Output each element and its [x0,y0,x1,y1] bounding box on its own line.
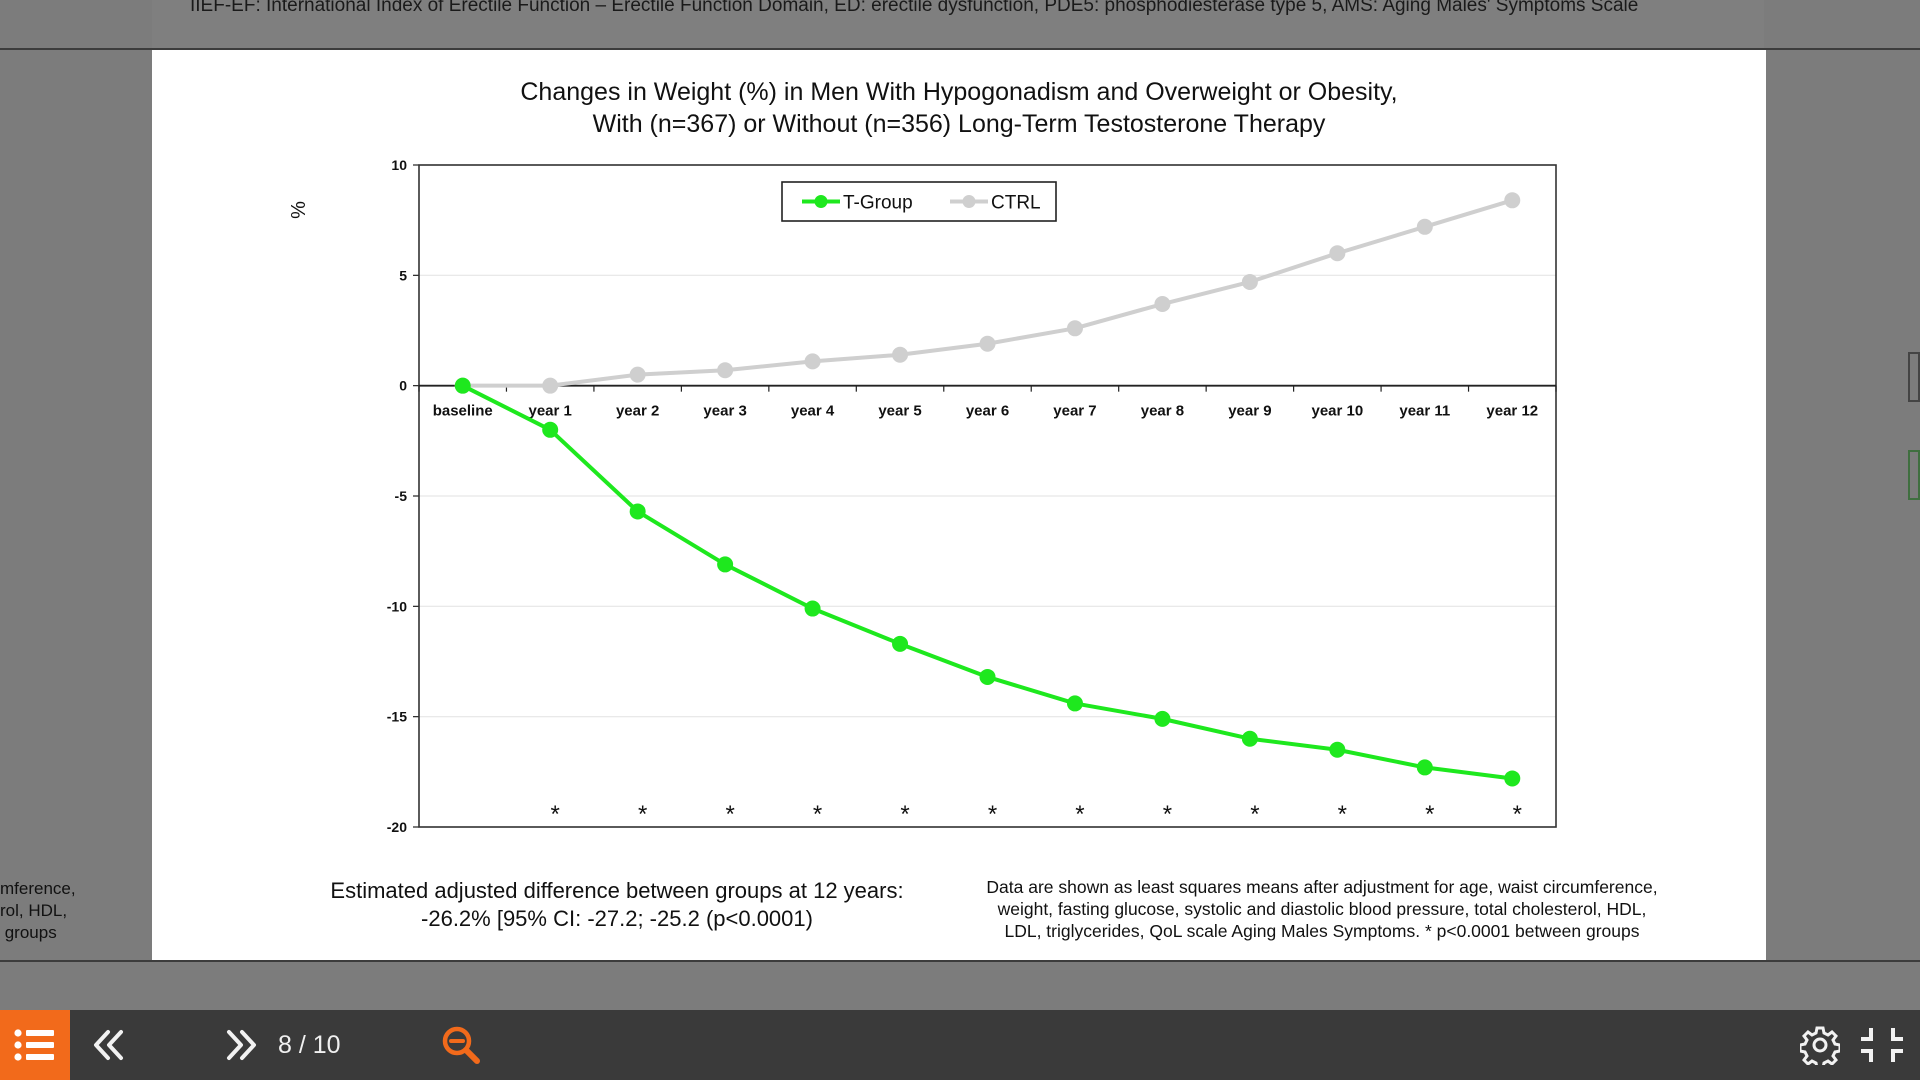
x-tick-label: year 7 [1053,403,1096,420]
data-point [1504,770,1521,787]
gear-icon [1800,1026,1840,1065]
plot-frame [418,164,1557,828]
x-tick-label: year 6 [966,403,1009,420]
significance-marker: * [725,801,734,828]
data-point [979,335,996,352]
data-point [1416,218,1433,235]
slide-canvas: Changes in Weight (%) in Men With Hypogo… [152,50,1766,960]
data-point [804,600,821,617]
significance-marker: * [988,801,997,828]
significance-marker: * [1425,801,1434,828]
series-line-t-group [461,383,1513,781]
adjusted-difference-note: Estimated adjusted difference between gr… [292,877,942,933]
significance-marker: * [1513,801,1522,828]
data-point [1154,710,1171,727]
data-point [892,346,909,363]
data-point [717,362,734,379]
y-tick-label: 5 [399,267,407,283]
series-line-ctrl [462,198,1513,388]
settings-button[interactable] [1796,1010,1844,1080]
x-tick-label: year 5 [878,403,921,420]
x-tick-label: baseline [433,403,493,420]
exit-fullscreen-button[interactable] [1858,1010,1906,1080]
significance-marker: * [1250,801,1259,828]
menu-list-icon [14,1029,54,1061]
y-tick-label: -5 [395,488,408,504]
data-point [1066,320,1083,337]
legend-label: T-Group [843,193,913,214]
data-point [1329,245,1346,262]
zoom-out-icon [442,1026,480,1064]
y-axis-label: % [288,201,310,219]
viewer-toolbar: 8 / 10 [0,1010,1920,1080]
legend-swatch-marker [962,195,976,208]
data-point [1241,273,1258,290]
x-tick-label: year 2 [616,403,659,420]
data-point [804,353,821,370]
data-point [1416,759,1433,776]
x-tick-label: year 10 [1311,403,1363,420]
zoom-out-button[interactable] [436,1010,486,1080]
significance-marker: * [638,801,647,828]
data-point [892,635,909,652]
x-tick-label: year 11 [1399,403,1450,420]
viewer-stage: IIEF-EF: International Index of Erectile… [0,0,1920,962]
y-tick-label: 0 [399,378,407,394]
significance-marker: * [1338,801,1347,828]
y-tick-label: -15 [387,709,407,725]
page-indicator: 8 / 10 [278,1031,341,1059]
double-chevron-left-icon [94,1030,123,1060]
x-tick-label: year 3 [703,403,746,420]
data-point [542,377,559,394]
significance-marker: * [900,801,909,828]
x-tick-label: year 8 [1141,403,1184,420]
data-point [1504,192,1521,209]
x-tick-label: year 1 [529,403,572,420]
table-of-contents-button[interactable] [0,1010,70,1080]
next-page-button[interactable] [218,1010,264,1080]
y-tick-label: -10 [387,598,407,614]
legend-swatch-marker [814,195,828,208]
data-point [454,377,471,394]
data-point [1329,741,1346,758]
methods-footnote-line-1: Data are shown as least squares means af… [986,877,1658,897]
significance-marker: * [813,801,822,828]
y-tick-label: -20 [387,819,407,835]
data-point [717,556,734,573]
weight-change-line-chart: 10 5 0 -5 -10 -15 -20 baseline year 1 year 2 year … [288,157,1557,835]
exit-fullscreen-icon [1861,1028,1903,1062]
data-point [1066,695,1083,712]
methods-footnote-line-3: LDL, triglycerides, QoL scale Aging Male… [1004,921,1640,941]
previous-slide-strip: IIEF-EF: International Index of Erectile… [152,0,1764,50]
data-point [542,421,559,438]
adjacent-slide-box-green [1908,450,1920,500]
previous-slide-footnote: IIEF-EF: International Index of Erectile… [190,0,1639,16]
adjacent-slide-fragment: mference, rol, HDL, groups [0,879,76,942]
x-tick-label: year 12 [1486,403,1538,420]
chart-title-line-2: With (n=367) or Without (n=356) Long-Ter… [592,110,1326,138]
x-tick-label: year 9 [1228,403,1271,420]
data-point [629,503,646,520]
chart-title-line-1: Changes in Weight (%) in Men With Hypogo… [520,78,1398,106]
methods-footnote-line-2: weight, fasting glucose, systolic and di… [997,899,1647,919]
data-point [1154,296,1171,313]
y-tick-label: 10 [391,157,407,173]
x-tick-label: year 4 [791,403,835,420]
significance-marker: * [1163,801,1172,828]
data-point [629,366,646,383]
significance-marker: * [1075,801,1084,828]
adjacent-slide-box [1908,352,1920,402]
legend-label: CTRL [991,193,1041,214]
previous-page-button[interactable] [86,1010,132,1080]
slide-divider-top [0,48,1920,50]
double-chevron-right-icon [227,1030,256,1060]
adjusted-difference-line-1: Estimated adjusted difference between gr… [330,878,904,903]
data-point [979,668,996,685]
data-point [1241,730,1258,747]
significance-marker: * [551,801,560,828]
methods-footnote: Data are shown as least squares means af… [942,876,1702,942]
adjusted-difference-line-2: -26.2% [95% CI: -27.2; -25.2 (p<0.0001) [421,906,813,931]
slide-divider-bottom [0,960,1920,962]
